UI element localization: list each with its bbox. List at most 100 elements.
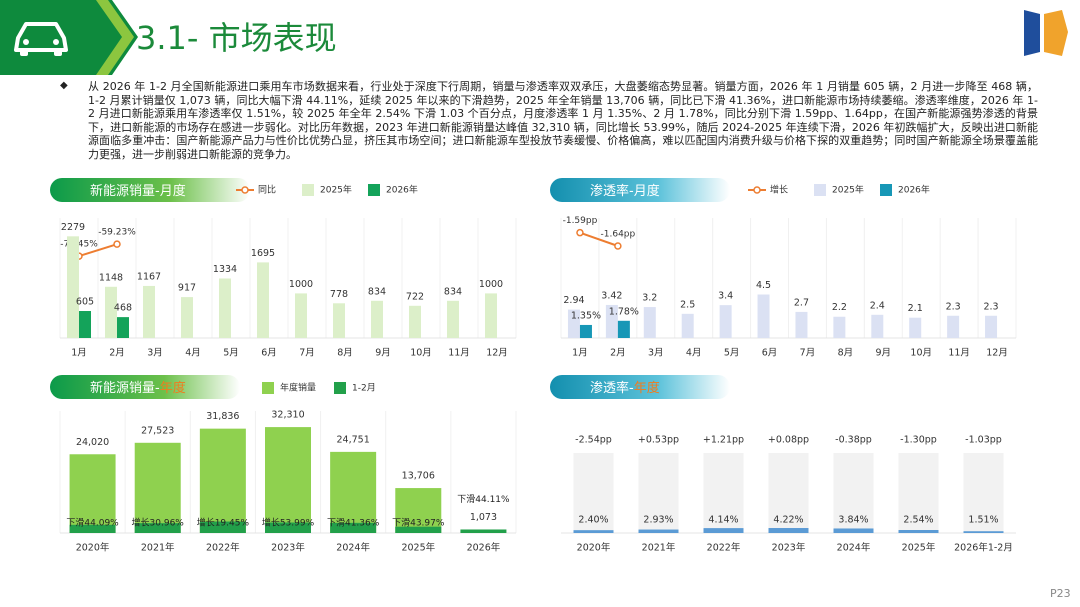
- bar: [330, 451, 377, 533]
- bar: [295, 293, 307, 338]
- bar: [117, 317, 129, 338]
- x-tick-label: 10月: [410, 348, 432, 359]
- x-tick-label: 7月: [299, 348, 315, 359]
- data-label: 2.54%: [903, 515, 933, 526]
- bar: [265, 427, 311, 533]
- change-label: +0.53pp: [638, 435, 679, 446]
- data-label: 2279: [61, 222, 85, 233]
- x-tick-label: 2月: [109, 348, 125, 359]
- bar: [181, 297, 193, 338]
- section-title-highlight: 年度: [634, 380, 660, 396]
- data-label: 24,751: [337, 434, 370, 445]
- data-label: 2.7: [794, 297, 809, 308]
- legend-swatch: [880, 184, 892, 196]
- bar: [947, 315, 960, 338]
- header-stripe: [96, 0, 134, 75]
- bar: [703, 528, 744, 533]
- data-label: 1,073: [470, 512, 497, 523]
- data-label: 2.1: [908, 303, 923, 314]
- growth-label: 下滑44.09%: [66, 518, 119, 529]
- data-label: 605: [76, 297, 94, 308]
- line-series: [579, 231, 619, 247]
- section-title: 渗透率-月度: [590, 183, 660, 199]
- bar: [909, 317, 922, 338]
- growth-label: 下滑43.97%: [392, 518, 445, 529]
- x-tick-label: 2022年: [206, 542, 240, 554]
- x-tick-label: 10月: [910, 348, 932, 359]
- bar: [567, 309, 580, 338]
- data-label: 1167: [137, 271, 161, 282]
- legend-swatch: [334, 382, 346, 394]
- bar: [719, 305, 732, 338]
- bar: [199, 428, 246, 533]
- legend-label: 年度销量: [280, 382, 316, 394]
- bar: [447, 300, 459, 338]
- column-background: [833, 453, 874, 533]
- section-pill: [550, 375, 730, 399]
- growth-label: 增长30.96%: [132, 517, 185, 529]
- legend-label: 2026年: [386, 184, 418, 196]
- section-title: 新能源销量-年度: [90, 380, 186, 396]
- x-tick-label: 2026年1-2月: [954, 542, 1013, 554]
- x-tick-label: 2022年: [707, 542, 741, 554]
- change-label: +1.21pp: [703, 435, 744, 446]
- data-label: 917: [178, 283, 196, 294]
- data-label: -1.59pp: [563, 216, 598, 226]
- bar: [898, 530, 939, 533]
- x-tick-label: 11月: [448, 348, 470, 359]
- bar: [871, 314, 884, 338]
- x-tick-label: 2023年: [271, 542, 305, 554]
- data-label: 1334: [213, 264, 237, 275]
- data-label: 1.78%: [609, 306, 639, 317]
- bar: [395, 526, 442, 533]
- column-background: [898, 453, 939, 533]
- data-label: 4.5: [756, 280, 771, 291]
- legend-label: 2025年: [832, 184, 864, 196]
- data-label: 2.3: [983, 301, 998, 312]
- bar: [333, 303, 345, 338]
- x-tick-label: 2024年: [336, 542, 370, 554]
- x-tick-label: 2023年: [772, 542, 806, 554]
- x-tick-label: 5月: [223, 348, 239, 359]
- x-tick-label: 11月: [948, 348, 970, 359]
- change-label: -2.54pp: [575, 435, 612, 446]
- section-title-main: 新能源销量-: [90, 380, 160, 396]
- bar: [134, 523, 181, 533]
- column-background: [638, 453, 679, 533]
- growth-label: 增长53.99%: [262, 517, 315, 529]
- column-background: [768, 453, 809, 533]
- section-title-main: 渗透率-: [590, 380, 634, 396]
- x-tick-label: 2月: [610, 348, 626, 359]
- legend-swatch: [368, 184, 380, 196]
- bar: [409, 305, 421, 338]
- bar: [768, 528, 809, 533]
- data-label: 2.93%: [643, 515, 673, 526]
- logo: [1024, 10, 1068, 56]
- change-label: -1.03pp: [965, 435, 1002, 446]
- x-tick-label: 2021年: [141, 542, 175, 554]
- bar: [79, 311, 91, 338]
- data-label: 834: [368, 286, 386, 297]
- x-tick-label: 1月: [572, 348, 588, 359]
- bar: [69, 454, 116, 533]
- section-pill: [550, 178, 730, 202]
- bar: [681, 313, 694, 338]
- car-icon: [14, 22, 68, 56]
- x-tick-label: 8月: [337, 348, 353, 359]
- x-tick-label: 6月: [261, 348, 277, 359]
- data-label: 2.3: [946, 301, 961, 312]
- line-series: [78, 243, 118, 258]
- data-label: 24,020: [76, 437, 109, 448]
- x-tick-label: 3月: [648, 348, 664, 359]
- data-label: 2.40%: [578, 515, 608, 526]
- x-tick-label: 1月: [71, 348, 87, 359]
- bar: [573, 530, 614, 533]
- data-label: -73.45%: [60, 240, 98, 250]
- bar: [199, 521, 246, 533]
- data-label: 3.4: [718, 291, 733, 302]
- x-tick-label: 2020年: [577, 542, 611, 554]
- data-label: 2.2: [832, 302, 847, 313]
- x-tick-label: 4月: [686, 348, 702, 359]
- x-tick-label: 8月: [838, 348, 854, 359]
